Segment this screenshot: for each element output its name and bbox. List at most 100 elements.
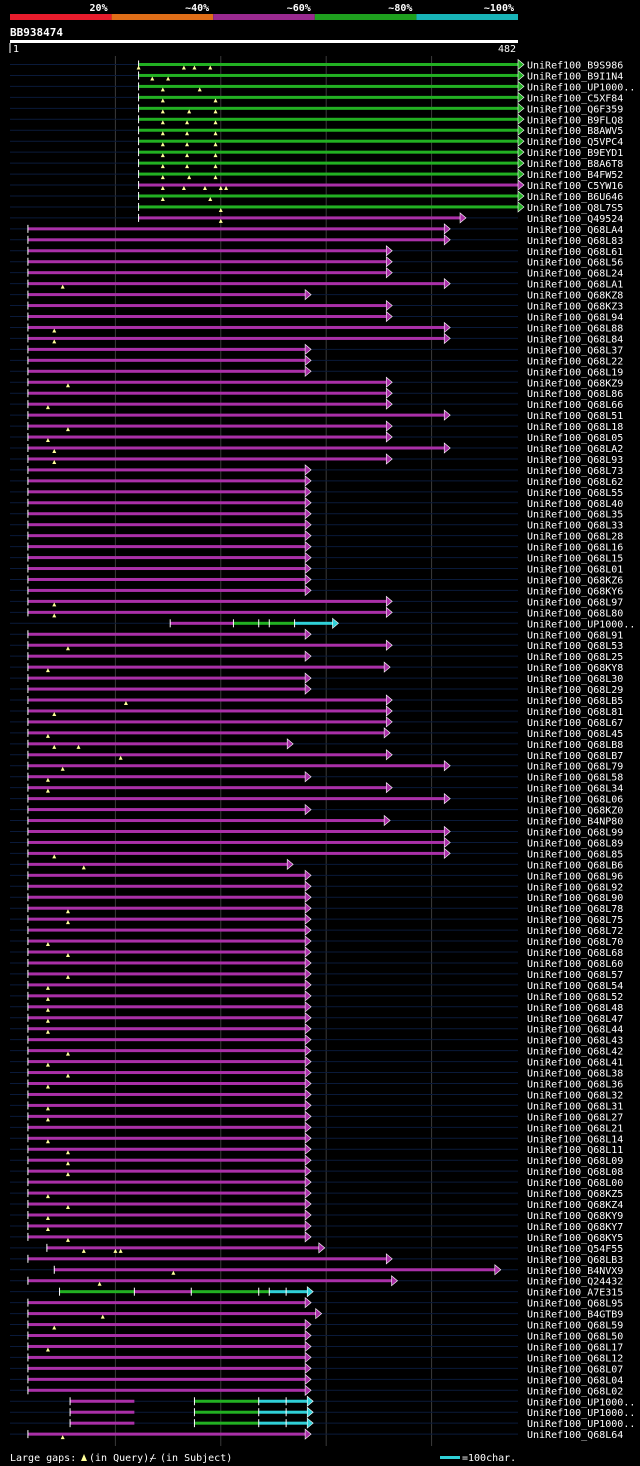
hit-label[interactable]: UniRef100_Q68L86 (527, 389, 623, 400)
hit-label[interactable]: UniRef100_Q68L21 (527, 1123, 623, 1134)
hit-label[interactable]: UniRef100_Q68LA2 (527, 444, 623, 455)
hit-row[interactable]: UniRef100_Q68KZ6 (10, 573, 623, 586)
hit-label[interactable]: UniRef100_Q68L60 (527, 959, 623, 970)
hit-row[interactable]: UniRef100_Q68KZ0 (10, 803, 623, 817)
hit-row[interactable]: UniRef100_Q68L60 (10, 957, 623, 970)
hit-label[interactable]: UniRef100_Q68L34 (527, 784, 623, 795)
hit-row[interactable]: UniRef100_Q68LB3 (10, 1253, 623, 1266)
hit-row[interactable]: UniRef100_Q68L38 (10, 1066, 623, 1080)
hit-label[interactable]: UniRef100_Q68KZ4 (527, 1200, 623, 1211)
hit-row[interactable]: UniRef100_Q8L7S5 (10, 201, 623, 214)
hit-row[interactable]: UniRef100_Q68LA2 (10, 442, 623, 455)
hit-label[interactable]: UniRef100_B9S986 (527, 61, 623, 72)
hit-label[interactable]: UniRef100_Q68L05 (527, 433, 623, 444)
hit-label[interactable]: UniRef100_Q68LB3 (527, 1255, 623, 1266)
hit-row[interactable]: UniRef100_Q68L09 (10, 1154, 623, 1167)
hit-row[interactable]: UniRef100_Q49524 (10, 212, 623, 225)
hit-row[interactable]: UniRef100_Q68L83 (10, 234, 623, 247)
hit-label[interactable]: UniRef100_C5YW16 (527, 181, 623, 192)
hit-row[interactable]: UniRef100_Q68KZ4 (10, 1198, 623, 1211)
hit-label[interactable]: UniRef100_Q68L37 (527, 345, 623, 356)
hit-row[interactable]: UniRef100_Q68L67 (10, 716, 623, 729)
hit-label[interactable]: UniRef100_Q68L27 (527, 1112, 623, 1123)
hit-label[interactable]: UniRef100_C5XF84 (527, 93, 623, 104)
hit-label[interactable]: UniRef100_Q68KY6 (527, 586, 623, 597)
hit-label[interactable]: UniRef100_Q68L44 (527, 1025, 623, 1036)
hit-row[interactable]: UniRef100_Q68L25 (10, 650, 623, 663)
hit-row[interactable]: UniRef100_Q24432 (10, 1275, 623, 1288)
hit-label[interactable]: UniRef100_Q68L42 (527, 1047, 623, 1058)
hit-row[interactable]: UniRef100_Q68L80 (10, 606, 623, 619)
hit-label[interactable]: UniRef100_Q68L38 (527, 1069, 623, 1080)
hit-row[interactable]: UniRef100_B9I1N4 (10, 69, 623, 82)
hit-label[interactable]: UniRef100_Q68L04 (527, 1375, 623, 1386)
hit-row[interactable]: UniRef100_Q68LB5 (10, 694, 623, 707)
hit-label[interactable]: UniRef100_Q68KY8 (527, 663, 623, 674)
hit-label[interactable]: UniRef100_Q68L81 (527, 707, 623, 718)
hit-label[interactable]: UniRef100_Q68L15 (527, 554, 623, 565)
hit-row[interactable]: UniRef100_Q68LA1 (10, 277, 623, 291)
hit-row[interactable]: UniRef100_Q54F55 (10, 1242, 623, 1255)
hit-row[interactable]: UniRef100_Q68L24 (10, 267, 623, 280)
hit-label[interactable]: UniRef100_Q68L24 (527, 269, 623, 280)
hit-label[interactable]: UniRef100_Q68L52 (527, 992, 623, 1003)
hit-row[interactable]: UniRef100_Q68L95 (10, 1297, 623, 1310)
hit-label[interactable]: UniRef100_Q68L16 (527, 543, 623, 554)
hit-label[interactable]: UniRef100_Q68L18 (527, 422, 623, 433)
hit-row[interactable]: UniRef100_Q68L47 (10, 1012, 623, 1025)
hit-row[interactable]: UniRef100_UP1000.. (10, 1417, 635, 1430)
hit-row[interactable]: UniRef100_Q68LA4 (10, 223, 623, 236)
hit-label[interactable]: UniRef100_UP1000.. (527, 82, 635, 93)
hit-label[interactable]: UniRef100_Q5VPC4 (527, 137, 623, 148)
hit-row[interactable]: UniRef100_Q68LB7 (10, 749, 623, 762)
hit-label[interactable]: UniRef100_Q68L56 (527, 258, 623, 269)
hit-row[interactable]: UniRef100_Q68L08 (10, 1165, 623, 1178)
hit-row[interactable]: UniRef100_Q68L88 (10, 321, 623, 334)
hit-label[interactable]: UniRef100_Q68L92 (527, 882, 623, 893)
hit-label[interactable]: UniRef100_Q68L80 (527, 608, 623, 619)
hit-row[interactable]: UniRef100_Q68L01 (10, 562, 623, 576)
hit-row[interactable]: UniRef100_Q68LB8 (10, 738, 623, 751)
hit-row[interactable]: UniRef100_Q68KY8 (10, 661, 623, 674)
hit-label[interactable]: UniRef100_Q68L64 (527, 1430, 623, 1441)
hit-row[interactable]: UniRef100_B4GTB9 (10, 1307, 623, 1321)
hit-label[interactable]: UniRef100_Q68L31 (527, 1101, 623, 1112)
hit-label[interactable]: UniRef100_Q49524 (527, 214, 623, 225)
hit-row[interactable]: UniRef100_Q68L29 (10, 683, 623, 696)
hit-label[interactable]: UniRef100_Q68L00 (527, 1178, 623, 1189)
hit-row[interactable]: UniRef100_B9EYD1 (10, 146, 623, 159)
hit-row[interactable]: UniRef100_Q68L54 (10, 979, 623, 992)
hit-row[interactable]: UniRef100_Q68L91 (10, 628, 623, 641)
hit-label[interactable]: UniRef100_Q68L01 (527, 565, 623, 576)
hit-row[interactable]: UniRef100_Q68L85 (10, 847, 623, 860)
hit-label[interactable]: UniRef100_UP1000.. (527, 1397, 635, 1408)
hit-row[interactable]: UniRef100_Q68L94 (10, 310, 623, 324)
hit-row[interactable]: UniRef100_B9S986 (10, 58, 623, 72)
hit-label[interactable]: UniRef100_Q68L67 (527, 718, 623, 729)
hit-row[interactable]: UniRef100_Q68L57 (10, 968, 623, 981)
hit-row[interactable]: UniRef100_Q68L75 (10, 913, 623, 926)
hit-row[interactable]: UniRef100_C5YW16 (10, 179, 623, 192)
hit-row[interactable]: UniRef100_Q68L34 (10, 782, 623, 795)
hit-row[interactable]: UniRef100_Q68L53 (10, 639, 623, 652)
hit-label[interactable]: UniRef100_Q68L73 (527, 466, 623, 477)
hit-row[interactable]: UniRef100_Q68L68 (10, 946, 623, 959)
hit-row[interactable]: UniRef100_Q68L28 (10, 530, 623, 543)
hit-row[interactable]: UniRef100_Q68L18 (10, 420, 623, 433)
hit-label[interactable]: UniRef100_Q68L79 (527, 762, 623, 773)
hit-label[interactable]: UniRef100_Q68L02 (527, 1386, 623, 1397)
hit-row[interactable]: UniRef100_Q68L89 (10, 836, 623, 849)
hit-label[interactable]: UniRef100_Q54F55 (527, 1244, 623, 1255)
hit-label[interactable]: UniRef100_Q68L50 (527, 1332, 623, 1343)
hit-row[interactable]: UniRef100_Q68L16 (10, 540, 623, 554)
hit-row[interactable]: UniRef100_B9FLQ8 (10, 113, 623, 126)
hit-label[interactable]: UniRef100_Q68L53 (527, 641, 623, 652)
hit-row[interactable]: UniRef100_Q68L56 (10, 256, 623, 269)
hit-label[interactable]: UniRef100_Q68KZ5 (527, 1189, 623, 1200)
hit-row[interactable]: UniRef100_B8A6T8 (10, 157, 623, 170)
hit-label[interactable]: UniRef100_Q68L12 (527, 1353, 623, 1364)
hit-row[interactable]: UniRef100_Q68KY6 (10, 584, 623, 597)
hit-label[interactable]: UniRef100_Q68KY7 (527, 1222, 623, 1233)
hit-row[interactable]: UniRef100_Q5VPC4 (10, 135, 623, 148)
hit-row[interactable]: UniRef100_Q68L99 (10, 825, 623, 838)
